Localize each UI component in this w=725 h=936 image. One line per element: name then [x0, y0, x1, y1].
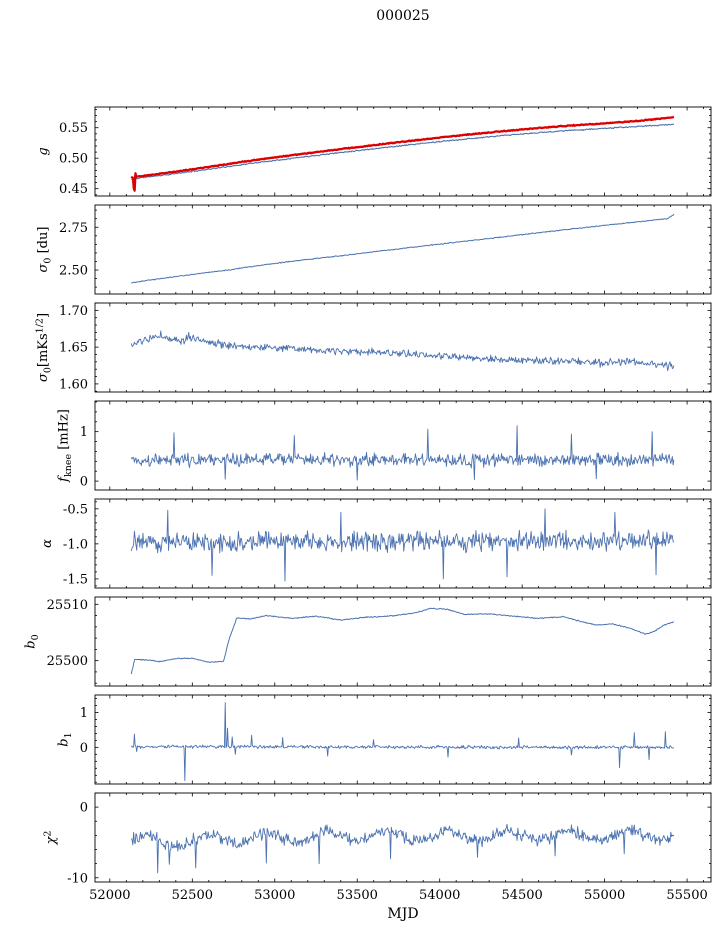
y-tick-label: 1.65 — [59, 341, 88, 356]
subplot-chi2: -10 0 χ2 52000 52500 53000 53500 54000 54500 5500… — [43, 792, 712, 903]
y-tick-label: 0 — [80, 801, 88, 816]
y-tick-label: 1 — [80, 706, 88, 721]
subplot-g: 0.45 0.50 0.55 g — [36, 106, 712, 197]
chi2-line — [130, 823, 675, 874]
tick-marks — [95, 792, 711, 882]
y-axis-label-sigma0-du: σ0 [du] — [36, 227, 54, 273]
series-group-sigma0-mks — [130, 330, 675, 372]
x-tick-label: 55000 — [584, 888, 625, 903]
subplot-sigma0-du: 2.50 2.75 σ0 [du] — [36, 204, 712, 295]
y-tick-label: 1.70 — [59, 304, 88, 319]
b0-line — [130, 607, 675, 675]
b1-line — [130, 702, 675, 781]
subplot-b0: 25500 25510 b0 — [24, 596, 712, 687]
x-axis-label: MJD — [387, 906, 419, 922]
x-tick-label: 54500 — [501, 888, 542, 903]
series-group-b0 — [130, 607, 675, 675]
y-axis-label-fknee: fknee [mHz] — [57, 409, 75, 483]
y-axis-label-sigma0-mks: σ0[mKs1/2] — [35, 313, 54, 382]
axes-frame — [94, 400, 712, 491]
fknee-line — [130, 425, 675, 481]
axes-frame — [94, 302, 712, 393]
y-tick-label: -0.5 — [63, 502, 88, 517]
series-group-sigma0-du — [131, 213, 675, 284]
tick-marks — [95, 695, 711, 784]
tick-marks — [95, 499, 711, 588]
series-group-b1 — [130, 702, 675, 781]
tick-marks — [95, 205, 711, 294]
tick-marks — [95, 597, 711, 686]
y-tick-label: 1.60 — [59, 377, 88, 392]
x-tick-label: 52000 — [89, 888, 130, 903]
axes-frame — [94, 596, 712, 687]
figure-title: 000025 — [376, 8, 430, 24]
y-axis-label-b1: b1 — [57, 732, 75, 746]
series-group-g — [130, 115, 675, 192]
series-group-chi2 — [130, 823, 675, 874]
x-tick-label: 52500 — [172, 888, 213, 903]
y-tick-label: 0 — [80, 475, 88, 490]
y-tick-label: 0.50 — [59, 152, 88, 167]
axes-frame — [94, 106, 712, 197]
sigma0-mks-line — [130, 330, 675, 372]
y-axis-label-alpha: α — [40, 539, 55, 548]
axes-frame — [94, 694, 712, 785]
subplot-b1: 0 1 b1 — [57, 694, 712, 785]
y-tick-label: -10 — [67, 871, 88, 886]
y-tick-label: 25510 — [47, 598, 88, 613]
tick-marks — [95, 302, 711, 392]
x-tick-label: 54000 — [419, 888, 460, 903]
y-tick-label: 0.45 — [59, 182, 88, 197]
y-tick-label: -1.0 — [63, 537, 88, 552]
y-axis-label-g: g — [36, 147, 51, 155]
series-group-alpha — [130, 508, 675, 582]
y-tick-label: 0 — [80, 741, 88, 756]
y-tick-label: 25500 — [47, 654, 88, 669]
y-tick-label: 2.50 — [59, 264, 88, 279]
series-group-fknee — [130, 425, 675, 481]
alpha-line — [130, 508, 675, 582]
x-tick-label: 53500 — [337, 888, 378, 903]
g-red-line — [130, 115, 675, 192]
y-tick-label: -1.5 — [63, 572, 88, 587]
y-axis-label-b0: b0 — [24, 634, 42, 648]
subplot-alpha: -1.5 -1.0 -0.5 α — [40, 498, 712, 589]
y-tick-label: 1 — [80, 425, 88, 440]
y-axis-label-chi2: χ2 — [43, 831, 60, 846]
g-blue-line — [131, 123, 675, 186]
tick-marks — [95, 401, 711, 490]
sigma0-du-line — [131, 213, 675, 284]
axes-frame — [94, 792, 712, 883]
y-tick-label: 0.55 — [59, 121, 88, 136]
y-tick-label: 2.75 — [59, 221, 88, 236]
x-tick-label: 55500 — [666, 888, 707, 903]
subplot-sigma0-mks: 1.60 1.65 1.70 σ0[mKs1/2] — [35, 302, 712, 393]
axes-frame — [94, 204, 712, 295]
tick-marks — [95, 107, 711, 196]
x-tick-label: 53000 — [254, 888, 295, 903]
subplot-fknee: 0 1 fknee [mHz] — [57, 400, 712, 491]
